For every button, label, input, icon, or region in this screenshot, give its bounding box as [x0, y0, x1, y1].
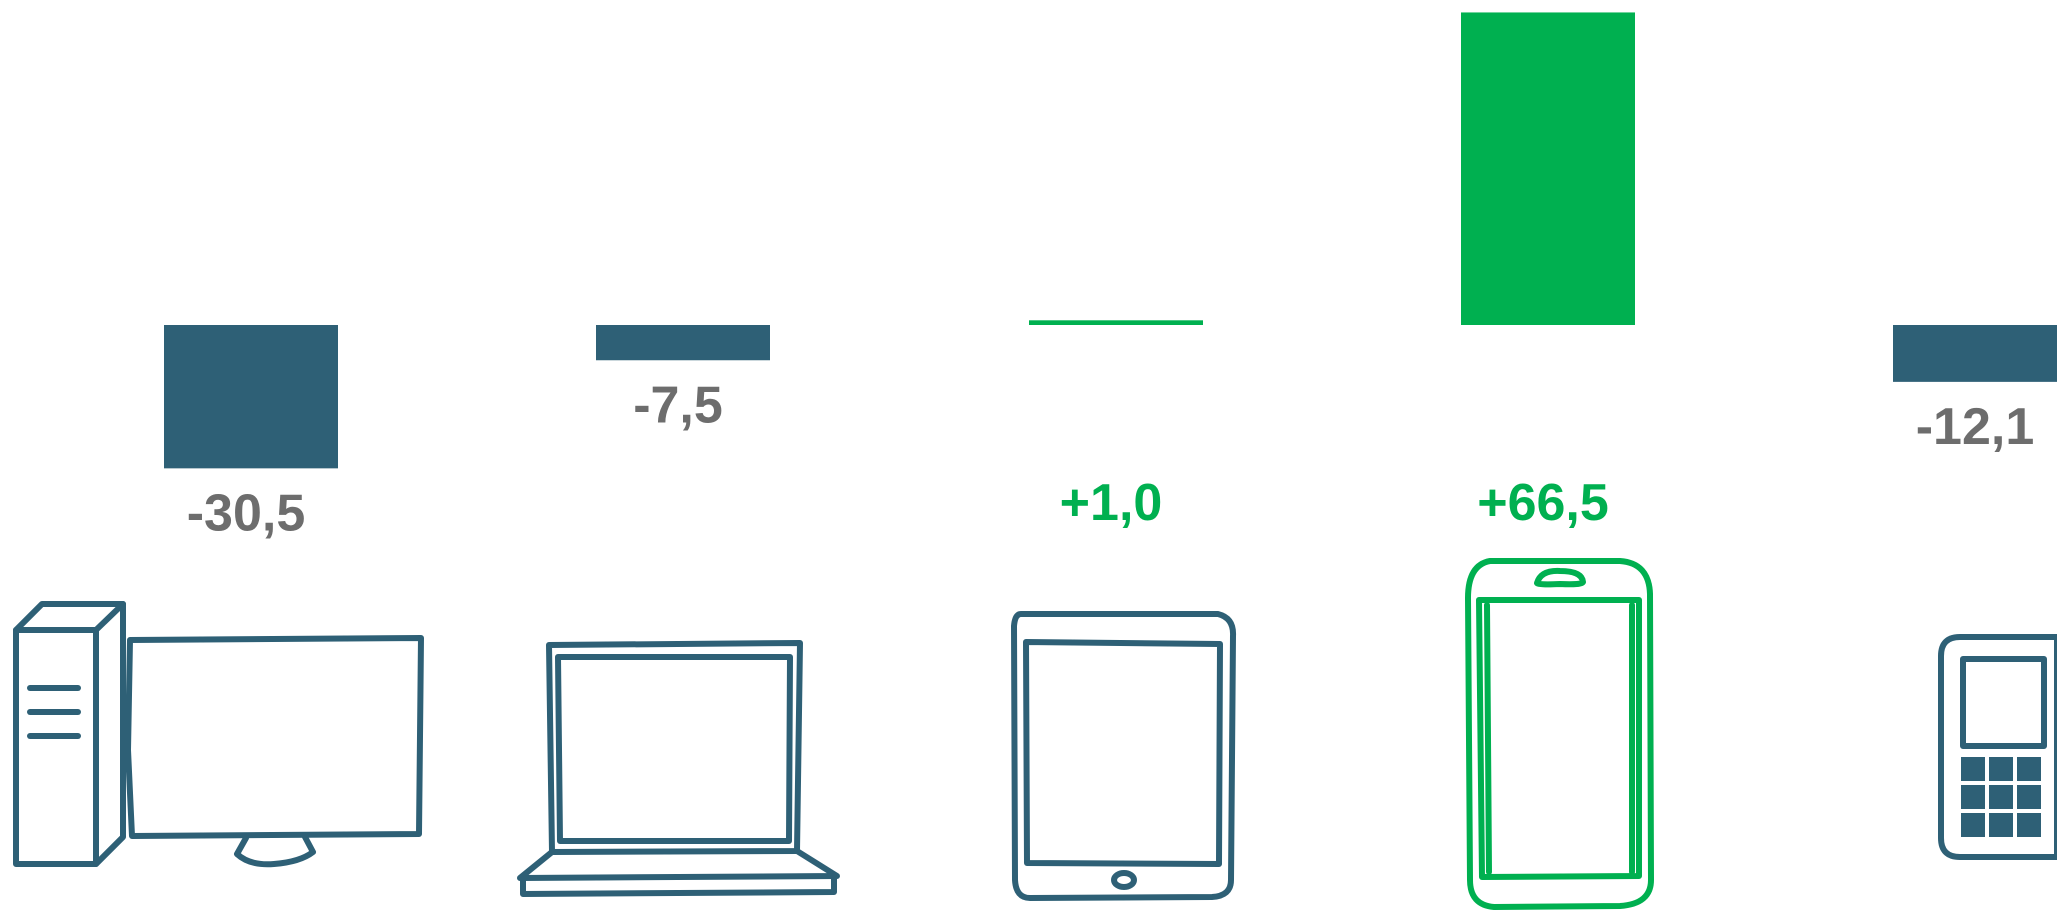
data-label-3: +66,5 [1477, 474, 1609, 532]
bar-1 [596, 325, 770, 361]
data-label-4: -12,1 [1916, 398, 2035, 456]
data-label-0: -30,5 [187, 484, 306, 542]
feature-phone-icon [1938, 634, 2057, 860]
bar-4 [1893, 325, 2057, 382]
data-label-2: +1,0 [1060, 474, 1163, 532]
data-label-1: -7,5 [633, 376, 723, 434]
bar-2 [1029, 320, 1203, 325]
tablet-icon [1011, 611, 1237, 901]
laptop-icon [517, 640, 840, 897]
bar-0 [164, 325, 338, 469]
desktop-computer-icon [13, 601, 424, 868]
data-labels-group: -30,5 -7,5 +1,0 +66,5 -12,1 [187, 376, 2035, 542]
bar-3 [1461, 12, 1635, 325]
smartphone-icon [1465, 558, 1654, 910]
bars-group [164, 12, 2057, 469]
